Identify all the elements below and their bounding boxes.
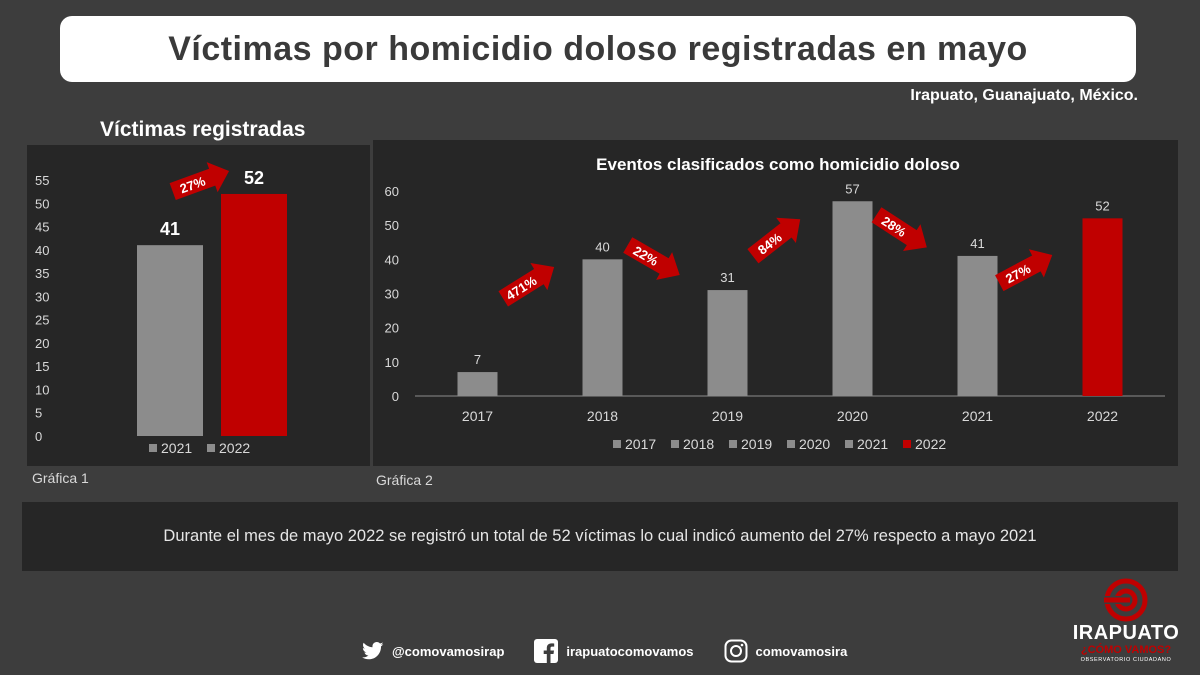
chart2-bar-2018	[582, 259, 623, 396]
chart2-ytick: 50	[385, 218, 399, 233]
instagram-handle[interactable]: comovamosira	[755, 643, 848, 659]
chart1-panel: 0 5 10 15 20 25 30 35 40 45 50 55 41 52 27% 2021 2022	[27, 145, 370, 466]
chart2-xtick: 2020	[837, 408, 868, 424]
logo-mark-icon	[1104, 578, 1148, 622]
chart2-data-label: 57	[845, 181, 859, 196]
chart2-bar-2020	[832, 201, 873, 396]
chart2-bar-2019	[707, 290, 748, 396]
chart2-change-arrow-2-shape	[747, 217, 801, 264]
chart1-ytick: 20	[35, 336, 49, 351]
chart1-bar-2022	[221, 193, 287, 436]
chart2-ytick: 20	[385, 321, 399, 336]
chart1-legend-label: 2022	[219, 440, 250, 456]
social-links: @comovamosirap irapuatocomovamos comovam…	[362, 638, 847, 664]
chart2-legend-swatch	[845, 440, 853, 448]
logo-line3: OBSERVATORIO CIUDADANO	[1080, 657, 1172, 663]
twitter-icon[interactable]	[362, 642, 384, 660]
chart2-legend-label: 2019	[741, 436, 772, 452]
chart2-change-arrow-1-shape	[623, 237, 680, 280]
chart2-ytick: 30	[385, 287, 399, 302]
chart2-xtick: 2021	[962, 408, 993, 424]
summary-box: Durante el mes de mayo 2022 se registró …	[22, 502, 1178, 571]
chart2-change-arrow-3: 28%	[871, 207, 927, 252]
chart2-ytick: 10	[385, 355, 399, 370]
chart2-change-arrow-0-shape	[498, 263, 555, 307]
chart2-caption: Gráfica 2	[376, 472, 433, 488]
chart2-change-arrow-4-shape	[995, 249, 1053, 292]
chart1-legend-swatch	[149, 444, 157, 452]
chart2-change-arrow-2: 84%	[747, 217, 801, 264]
chart2-data-label: 31	[720, 270, 734, 285]
chart1-data-label: 52	[244, 168, 264, 188]
chart1-ytick: 15	[35, 359, 49, 374]
chart2-svg: Eventos clasificados como homicidio dolo…	[385, 155, 1165, 452]
chart1-caption: Gráfica 1	[32, 470, 89, 486]
chart2-ytick: 60	[385, 184, 399, 199]
chart2-ytick: 40	[385, 252, 399, 267]
chart1-change-arrow: 27%	[169, 162, 230, 201]
chart1-ytick: 0	[35, 429, 42, 444]
chart1-data-label: 41	[160, 219, 180, 239]
logo-line2: ¿CÓMO VAMOS?	[1080, 644, 1172, 656]
facebook-icon[interactable]	[534, 639, 559, 663]
chart2-legend-label: 2021	[857, 436, 888, 452]
chart2-ytick: 0	[392, 389, 399, 404]
chart2-legend-label: 2020	[799, 436, 830, 452]
chart2-title: Eventos clasificados como homicidio dolo…	[596, 155, 960, 174]
chart1-ytick: 50	[35, 196, 49, 211]
chart2-change-arrow-0: 471%	[498, 263, 555, 307]
chart2-bar-2017	[457, 372, 498, 396]
chart2-xtick: 2018	[587, 408, 618, 424]
chart2-data-label: 40	[595, 239, 609, 254]
chart1-ytick: 55	[35, 173, 49, 188]
chart2-legend-swatch	[671, 440, 679, 448]
chart2-legend-swatch	[903, 440, 911, 448]
chart2-legend-label: 2017	[625, 436, 656, 452]
chart2-data-label: 52	[1095, 198, 1109, 213]
title-banner: Víctimas por homicidio doloso registrada…	[60, 16, 1136, 82]
chart2-xtick: 2017	[462, 408, 493, 424]
chart2-legend-label: 2018	[683, 436, 714, 452]
chart2-bar-2021	[957, 255, 998, 396]
twitter-handle[interactable]: @comovamosirap	[392, 643, 505, 659]
summary-text: Durante el mes de mayo 2022 se registró …	[163, 527, 1037, 545]
chart2-data-label: 41	[970, 236, 984, 251]
chart2-change-arrow-1: 22%	[623, 237, 680, 280]
chart1-legend-swatch	[207, 444, 215, 452]
chart1-ytick: 45	[35, 220, 49, 235]
chart2-data-label: 7	[474, 352, 481, 367]
chart2-xtick: 2019	[712, 408, 743, 424]
chart2-xtick: 2022	[1087, 408, 1118, 424]
chart2-legend-swatch	[729, 440, 737, 448]
chart1-ytick: 40	[35, 243, 49, 258]
chart1-bar-2021	[137, 245, 203, 436]
facebook-handle[interactable]: irapuatocomovamos	[566, 643, 694, 659]
chart1-legend-label: 2021	[161, 440, 192, 456]
chart1-ytick: 25	[35, 313, 49, 328]
chart1-ytick: 10	[35, 382, 49, 397]
chart1-ytick: 30	[35, 289, 49, 304]
page-title: Víctimas por homicidio doloso registrada…	[168, 29, 1028, 68]
chart1-svg: 0 5 10 15 20 25 30 35 40 45 50 55 41 52 27% 2021 2022	[35, 162, 287, 456]
chart1-heading: Víctimas registradas	[100, 118, 306, 141]
instagram-icon[interactable]	[724, 639, 748, 663]
chart2-change-arrow-4: 27%	[995, 249, 1053, 292]
chart2-legend-label: 2022	[915, 436, 946, 452]
chart1-ytick: 35	[35, 266, 49, 281]
chart2-legend-swatch	[787, 440, 795, 448]
chart1-change-arrow-shape	[169, 162, 230, 201]
chart2-legend-swatch	[613, 440, 621, 448]
chart1-ytick: 5	[35, 406, 42, 421]
logo-line1: IRAPUATO	[1072, 622, 1180, 644]
location-label: Irapuato, Guanajuato, México.	[910, 87, 1138, 104]
chart2-bar-2022	[1082, 218, 1123, 396]
chart2-change-arrow-3-shape	[871, 207, 927, 252]
observatorio-logo: IRAPUATO ¿CÓMO VAMOS? OBSERVATORIO CIUDA…	[1066, 578, 1186, 668]
chart2-panel: Eventos clasificados como homicidio dolo…	[373, 140, 1178, 466]
